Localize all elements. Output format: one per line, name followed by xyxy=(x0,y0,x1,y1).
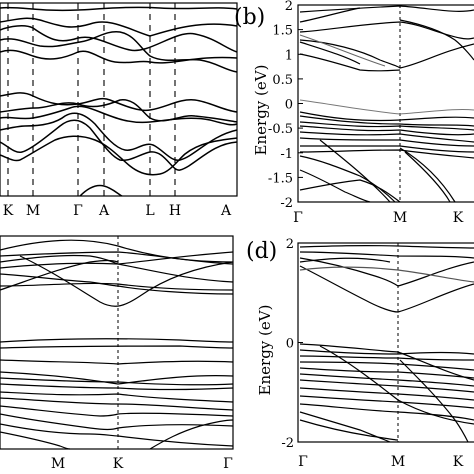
panel-c-xtick-label: Γ xyxy=(223,456,233,472)
panel-d-y-ticks xyxy=(298,242,303,443)
panel-b-ytick-label: 1.5 xyxy=(272,24,293,39)
panel-a-xtick-label: H xyxy=(169,203,181,219)
panel-a-xtick-label: A xyxy=(220,203,232,219)
panel-a-frame xyxy=(0,2,238,197)
panel-b-xtick-label: M xyxy=(393,210,407,226)
panel-d-y-axis-label: Energy (eV) xyxy=(256,305,274,396)
panel-b-ytick-label: 0.5 xyxy=(272,73,293,88)
panel-b-xtick-label: K xyxy=(453,210,464,226)
panel-b-ytick-label: 1 xyxy=(285,48,293,63)
panel-b-ytick-label: -0.5 xyxy=(268,122,293,137)
panel-d: 2 0 -2 Energy (eV) (d) xyxy=(246,237,474,470)
panel-d-xtick-label: M xyxy=(391,454,405,470)
panel-b-ytick-label: 0 xyxy=(285,98,293,113)
panel-a-bands xyxy=(0,6,238,197)
panel-d-label: (d) xyxy=(246,239,277,264)
panel-d-ytick-label: 2 xyxy=(286,237,294,252)
panel-d-bands xyxy=(299,244,474,443)
panel-a-xtick-label: Γ xyxy=(73,203,83,219)
panel-c-bands xyxy=(0,239,234,450)
panel-d-frame xyxy=(297,242,474,443)
panel-b-ytick-label: -1 xyxy=(280,147,293,162)
panel-d-ytick-label: 0 xyxy=(286,337,294,352)
panel-b-y-tick-labels: 2 1.5 1 0.5 0 -0.5 -1 -1.5 -2 xyxy=(268,0,293,211)
panel-c-xtick-label: M xyxy=(51,456,65,472)
panel-d-y-tick-labels: 2 0 -2 xyxy=(281,237,294,451)
panel-b-ytick-label: -2 xyxy=(280,196,293,211)
panel-a-x-ticks: K M Γ A L H A xyxy=(3,203,232,219)
panel-b-x-ticks: Γ M K xyxy=(293,210,464,226)
panel-c-frame xyxy=(0,235,234,450)
panel-d-x-ticks: Γ M K xyxy=(298,454,464,470)
panel-b-ytick-label: -1.5 xyxy=(268,171,293,186)
panel-b-label: (b) xyxy=(234,5,265,30)
panel-a-xtick-label: L xyxy=(145,203,154,219)
panel-b-bands xyxy=(299,5,474,203)
panel-b-ytick-label: 2 xyxy=(285,0,293,14)
panel-b-y-ticks xyxy=(298,4,303,203)
panel-d-xtick-label: Γ xyxy=(298,454,308,470)
panel-a-symmetry-lines xyxy=(7,3,176,196)
panel-d-xtick-label: K xyxy=(453,454,464,470)
panel-a-xtick-label: M xyxy=(26,203,40,219)
panel-c-xtick-label: K xyxy=(113,456,124,472)
panel-a-xtick-label: K xyxy=(3,203,14,219)
panel-a-xtick-label: A xyxy=(98,203,110,219)
panel-b-y-axis-label: Energy (eV) xyxy=(252,65,270,156)
panel-c: M K Γ xyxy=(0,235,234,472)
panel-b-xtick-label: Γ xyxy=(293,210,303,226)
panel-b: 2 1.5 1 0.5 0 -0.5 -1 -1.5 -2 Energy (eV… xyxy=(234,0,474,226)
panel-c-x-ticks: M K Γ xyxy=(51,456,233,472)
panel-a: K M Γ A L H A xyxy=(0,2,238,219)
panel-d-ytick-label: -2 xyxy=(281,436,294,451)
